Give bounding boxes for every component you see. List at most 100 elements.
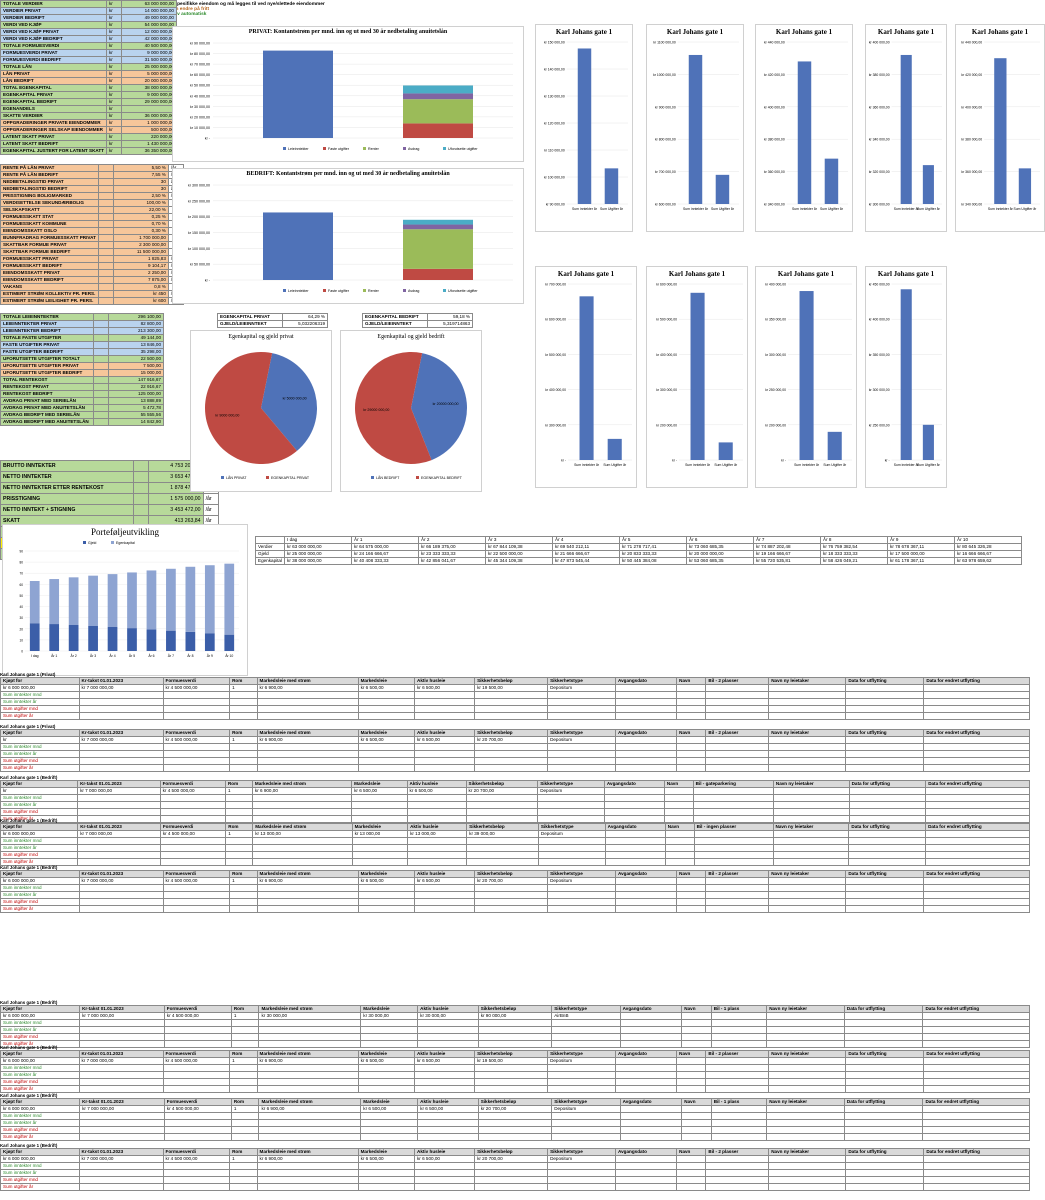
row-label[interactable]: TOTALE VERDIER: [0, 0, 107, 8]
row-label[interactable]: SELSKAPSKATT: [0, 206, 99, 214]
empty-cell[interactable]: [551, 1026, 621, 1034]
column-header[interactable]: År 10: [954, 536, 1023, 544]
empty-cell[interactable]: [705, 884, 770, 892]
empty-cell[interactable]: [845, 1085, 925, 1093]
column-header[interactable]: Markedsleie: [351, 823, 409, 831]
empty-cell[interactable]: [162, 691, 231, 699]
empty-cell[interactable]: [614, 757, 678, 765]
empty-cell[interactable]: [772, 808, 850, 816]
row-label[interactable]: AVDRAG PRIVAT MED SERIELÅN: [0, 397, 94, 405]
empty-cell[interactable]: [547, 1085, 616, 1093]
row-label[interactable]: RENTEKOST PRIVAT: [0, 383, 94, 391]
table-cell[interactable]: kr 17 500 000,00: [887, 550, 956, 558]
empty-cell[interactable]: [676, 757, 707, 765]
empty-cell[interactable]: [79, 1019, 165, 1027]
column-header[interactable]: Formuesverdi: [159, 823, 227, 831]
table-cell[interactable]: [693, 830, 774, 838]
empty-cell[interactable]: [547, 898, 616, 906]
empty-cell[interactable]: [256, 1183, 359, 1191]
empty-cell[interactable]: [474, 743, 549, 751]
row-value[interactable]: 20 000 000,00: [120, 77, 177, 85]
empty-cell[interactable]: [705, 1064, 770, 1072]
row-value[interactable]: 1 825,83: [112, 255, 169, 263]
sum-label[interactable]: Sum inntekter år: [0, 1169, 80, 1177]
column-header[interactable]: Aktiv husleie: [406, 780, 467, 788]
sum-label[interactable]: Sum inntekter mnd: [0, 794, 79, 802]
sum-label[interactable]: Sum inntekter år: [0, 1071, 80, 1079]
column-header[interactable]: År 3: [485, 536, 554, 544]
row-value[interactable]: 220 000,00: [120, 133, 177, 141]
table-cell[interactable]: kr 6 900,00: [256, 1057, 359, 1065]
column-header[interactable]: Rom: [229, 729, 258, 737]
column-header[interactable]: Data for endret utflytting: [922, 1005, 1030, 1013]
empty-cell[interactable]: [229, 1169, 258, 1177]
table-cell[interactable]: kr 47 873 545,44: [552, 557, 621, 565]
empty-cell[interactable]: [845, 698, 925, 706]
column-header[interactable]: Markedsleie: [357, 1148, 416, 1156]
empty-cell[interactable]: [163, 1033, 232, 1041]
empty-cell[interactable]: [614, 1169, 678, 1177]
column-header[interactable]: Navn ny leietaker: [768, 1050, 847, 1058]
empty-cell[interactable]: [614, 891, 678, 899]
empty-cell[interactable]: [229, 1085, 258, 1093]
empty-cell[interactable]: [676, 898, 707, 906]
column-header[interactable]: Rom: [224, 780, 253, 788]
table-cell[interactable]: kr 55 720 535,81: [753, 557, 822, 565]
column-header[interactable]: Data for utflytting: [845, 1050, 925, 1058]
empty-cell[interactable]: [474, 1176, 549, 1184]
table-cell[interactable]: kr 7 000 000,00: [78, 877, 164, 885]
table-cell[interactable]: kr 78 678 367,11: [887, 543, 956, 551]
column-header[interactable]: Rom: [229, 677, 258, 685]
empty-cell[interactable]: [925, 844, 1030, 852]
empty-cell[interactable]: [417, 1019, 479, 1027]
empty-cell[interactable]: [225, 837, 254, 845]
empty-cell[interactable]: [229, 712, 258, 720]
empty-cell[interactable]: [768, 750, 847, 758]
table-cell[interactable]: kr 6 500,00: [351, 787, 408, 795]
table-cell[interactable]: kr 30 000,00: [360, 1012, 419, 1020]
column-header[interactable]: Avgangsdato: [603, 780, 665, 788]
empty-cell[interactable]: [693, 844, 774, 852]
empty-cell[interactable]: [474, 712, 549, 720]
column-header[interactable]: Markedsleie med strøm: [256, 1050, 359, 1058]
row-value[interactable]: 2 250,00: [112, 269, 169, 277]
empty-cell[interactable]: [547, 1183, 616, 1191]
empty-cell[interactable]: [768, 698, 847, 706]
column-header[interactable]: Bil - 1 plass: [710, 1098, 768, 1106]
table-cell[interactable]: kr 6 500,00: [413, 1057, 476, 1065]
row-label[interactable]: VERDISETTELSE SEKUNDÆRBOLIG: [0, 199, 99, 207]
empty-cell[interactable]: [766, 1033, 845, 1041]
sum-label[interactable]: Sum utgifter mnd: [0, 808, 79, 816]
empty-cell[interactable]: [78, 1078, 164, 1086]
column-header[interactable]: Sikkerhetsbeløp: [465, 780, 539, 788]
empty-cell[interactable]: [845, 1078, 925, 1086]
row-label[interactable]: AVDRAG BEDRIFT MED SERIELÅN: [0, 411, 94, 419]
empty-cell[interactable]: [477, 1026, 553, 1034]
empty-cell[interactable]: [614, 884, 678, 892]
table-cell[interactable]: kr 6 500,00: [357, 1057, 416, 1065]
column-header[interactable]: Data for utflytting: [843, 1005, 924, 1013]
empty-cell[interactable]: [360, 1112, 419, 1120]
row-label[interactable]: FORMUESSKATT STAT: [0, 213, 99, 221]
row-value[interactable]: 42 000 000,00: [120, 35, 177, 43]
table-cell[interactable]: kr 19 166 666,67: [753, 550, 822, 558]
empty-cell[interactable]: [79, 1119, 165, 1127]
empty-cell[interactable]: [614, 743, 678, 751]
empty-cell[interactable]: [845, 712, 925, 720]
row-label[interactable]: UFORUTSETTE UTGIFTER PRIVAT: [0, 362, 94, 370]
empty-cell[interactable]: [681, 1026, 712, 1034]
empty-cell[interactable]: [252, 844, 353, 852]
row-value[interactable]: 22,00 %: [112, 206, 169, 214]
table-cell[interactable]: [768, 684, 847, 692]
row-label[interactable]: LEIEINNTEKTER BEDRIFT: [0, 327, 94, 335]
table-cell[interactable]: kr 7 000 000,00: [78, 684, 164, 692]
sum-label[interactable]: Sum utgifter mnd: [0, 1033, 81, 1041]
table-cell[interactable]: kr 76 759 382,54: [820, 543, 889, 551]
empty-cell[interactable]: [547, 698, 616, 706]
empty-cell[interactable]: [845, 691, 925, 699]
empty-cell[interactable]: [229, 1162, 258, 1170]
table-cell[interactable]: 1: [229, 877, 258, 885]
table-cell[interactable]: [705, 1155, 770, 1163]
table-cell[interactable]: [845, 684, 925, 692]
table-cell[interactable]: kr 58 426 049,21: [820, 557, 889, 565]
